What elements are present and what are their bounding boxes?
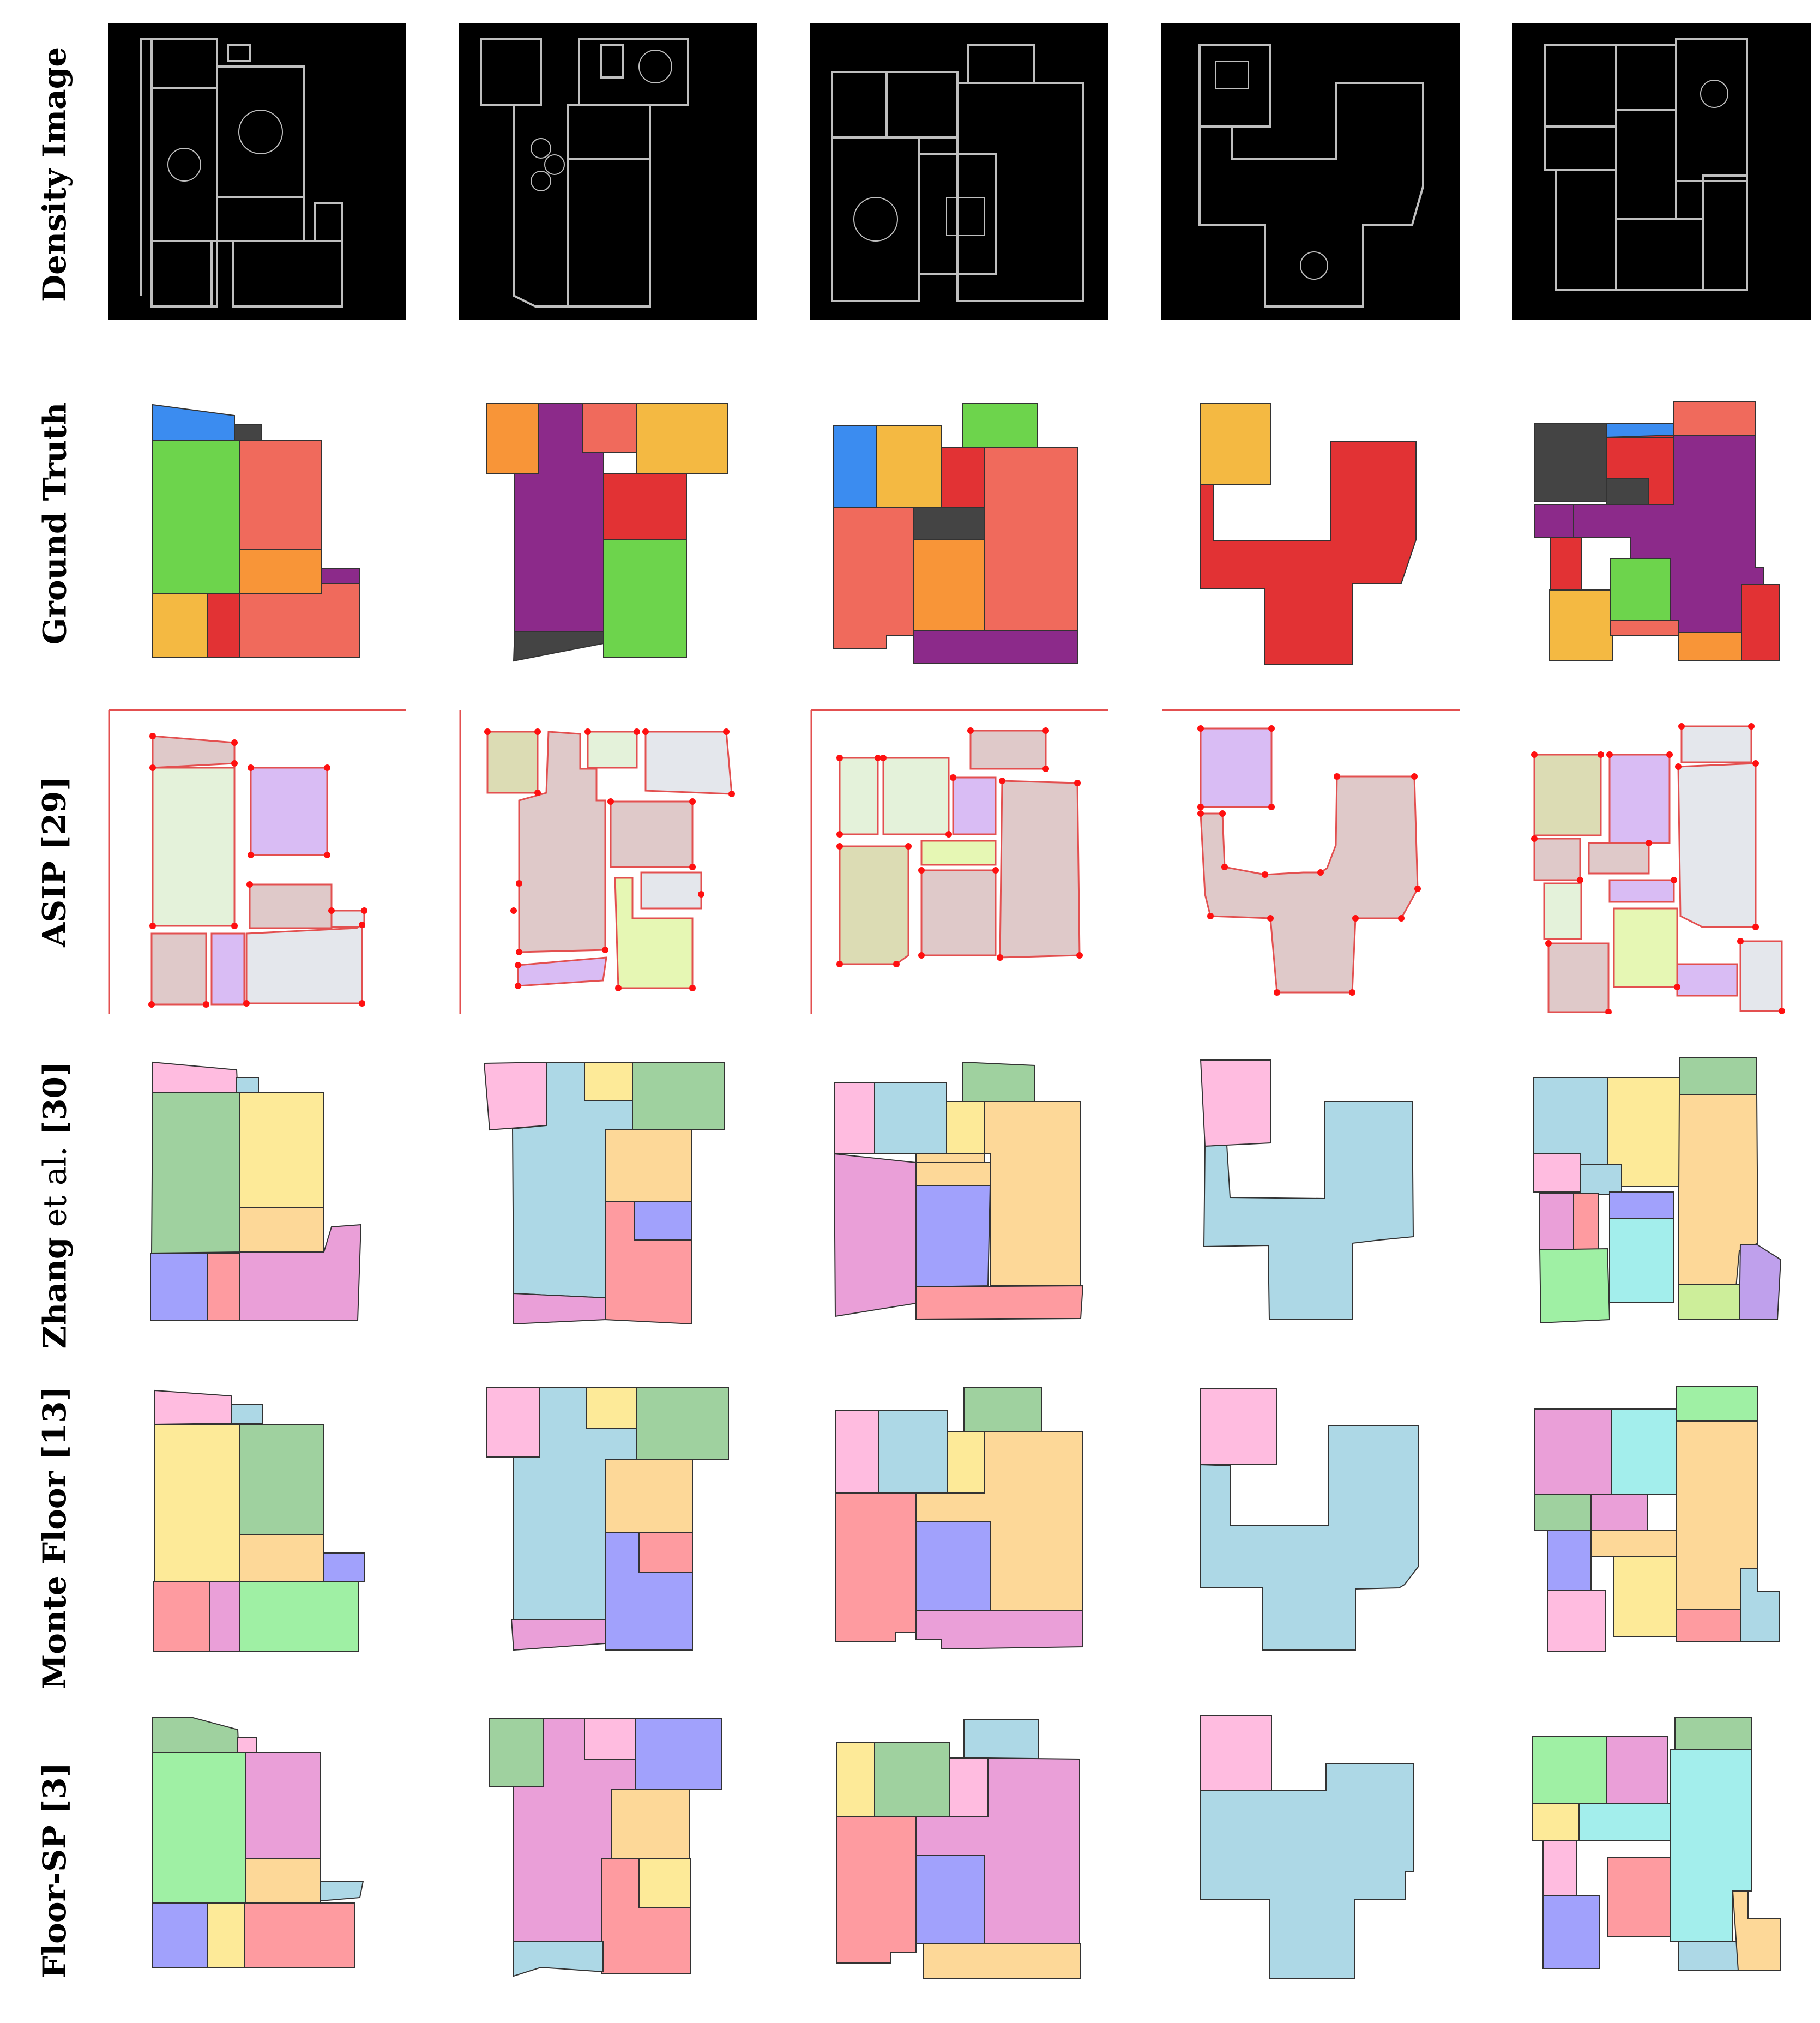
monte-floor-floorplan-4 <box>1161 1380 1460 1685</box>
row-label-asip: ASIP [29] <box>36 776 74 947</box>
ground-truth-floorplan-5 <box>1512 376 1811 682</box>
floor-sp-floorplan-4 <box>1161 1712 1460 2018</box>
zhang-floorplan-4 <box>1161 1047 1460 1352</box>
monte-floor-floorplan-5 <box>1512 1380 1811 1685</box>
row-label-zhang: Zhang et al. [30] <box>36 1061 73 1349</box>
monte-floor-floorplan-2 <box>459 1380 757 1685</box>
density-image-1 <box>108 23 406 320</box>
zhang-floorplan-1 <box>108 1047 406 1352</box>
row-label-monte-floor: Monte Floor [13] <box>36 1386 73 1689</box>
zhang-floorplan-5 <box>1512 1047 1811 1352</box>
asip-floorplan-4 <box>1161 709 1460 1014</box>
floor-sp-floorplan-3 <box>810 1712 1108 2018</box>
zhang-floorplan-2 <box>459 1047 757 1352</box>
asip-floorplan-5 <box>1512 709 1811 1014</box>
density-image-2 <box>459 23 757 320</box>
asip-floorplan-3 <box>810 709 1108 1014</box>
ground-truth-floorplan-4 <box>1161 376 1460 682</box>
density-image-5 <box>1512 23 1811 320</box>
density-image-4 <box>1161 23 1460 320</box>
floor-sp-floorplan-1 <box>108 1712 406 2018</box>
row-label-floor-sp: Floor-SP [3] <box>36 1762 73 1979</box>
floor-sp-floorplan-5 <box>1512 1712 1811 2018</box>
row-label-density-image: Density Image <box>36 46 73 303</box>
zhang-floorplan-3 <box>810 1047 1108 1352</box>
row-label-ground-truth: Ground Truth <box>36 402 73 645</box>
monte-floor-floorplan-3 <box>810 1380 1108 1685</box>
ground-truth-floorplan-2 <box>459 376 757 682</box>
asip-floorplan-1 <box>108 709 406 1014</box>
density-image-3 <box>810 23 1108 320</box>
asip-floorplan-2 <box>459 709 757 1014</box>
ground-truth-floorplan-3 <box>810 376 1108 682</box>
ground-truth-floorplan-1 <box>108 376 406 682</box>
floor-sp-floorplan-2 <box>459 1712 757 2018</box>
monte-floor-floorplan-1 <box>108 1380 406 1685</box>
